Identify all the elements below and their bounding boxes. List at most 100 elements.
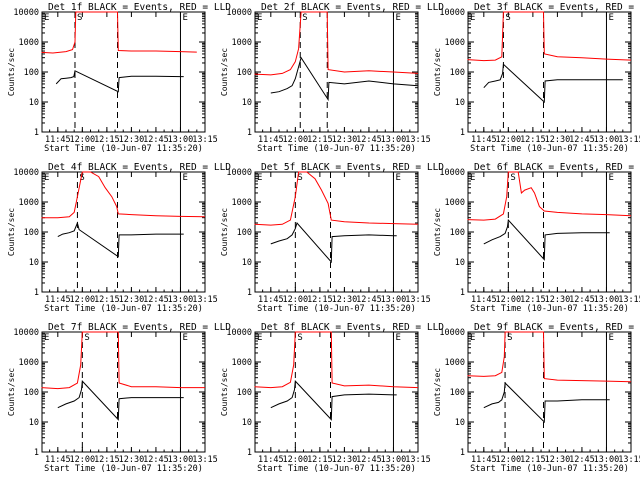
time-marker-label: E [395,333,400,343]
lld-series-line [41,11,197,54]
events-series-line [55,70,184,93]
panel-title: Det 3f BLACK = Events, RED = LLD [474,2,640,13]
y-tick-label: 10000 [439,328,465,338]
x-axis-label: Start Time (10-Jun-07 11:35:20) [44,464,203,474]
x-tick-label: 13:00 [381,135,407,145]
x-tick-label: 12:00 [283,135,309,145]
x-tick-label: 12:00 [283,455,309,465]
y-tick-label: 1 [247,288,252,298]
panel-title: Det 6f BLACK = Events, RED = LLD [474,162,640,173]
x-tick-label: 13:00 [594,455,620,465]
events-series-line [270,221,397,264]
events-series-line [483,63,623,104]
detector-panel-6: Det 6f BLACK = Events, RED = LLD 1 10 100 10… [433,162,640,314]
x-tick-label: 12:30 [545,295,571,305]
x-tick-label: 12:00 [70,295,96,305]
time-marker-label: E [182,333,187,343]
x-tick-label: 13:15 [405,455,431,465]
y-tick-label: 1000 [445,38,465,48]
y-tick-label: 10000 [439,8,465,18]
y-tick-label: 100 [237,228,252,238]
y-axis-label: Counts/sec [433,48,442,96]
events-series-line [270,56,419,102]
time-marker-label: S [297,333,302,343]
x-tick-label: 12:15 [94,135,120,145]
y-tick-label: 1000 [19,198,39,208]
x-tick-label: 11:45 [258,455,284,465]
x-tick-label: 13:15 [405,295,431,305]
y-tick-label: 1000 [445,358,465,368]
x-tick-label: 11:45 [45,295,71,305]
y-tick-label: 1 [34,288,39,298]
y-tick-label: 10 [242,258,252,268]
x-tick-label: 12:45 [569,135,595,145]
y-axis-label: Counts/sec [220,208,229,256]
y-tick-label: 1000 [232,38,252,48]
x-tick-label: 12:45 [356,455,382,465]
x-tick-label: 12:15 [520,295,546,305]
time-marker-label: E [182,13,187,23]
x-tick-label: 12:30 [119,135,145,145]
x-tick-label: 11:45 [258,135,284,145]
lld-series-line [467,331,632,383]
detector-panel-7: Det 7f BLACK = Events, RED = LLD 1 10 100 10… [7,322,231,474]
time-marker-label: E [257,173,262,183]
x-tick-label: 11:45 [471,135,497,145]
x-tick-label: 12:15 [520,455,546,465]
time-marker-label: S [79,173,84,183]
lld-series-line [254,331,419,389]
x-tick-label: 12:15 [94,295,120,305]
x-tick-label: 12:15 [307,135,333,145]
lld-series-line [467,11,632,62]
y-tick-label: 100 [450,228,465,238]
events-series-line [57,221,184,258]
y-axis-label: Counts/sec [433,208,442,256]
x-tick-label: 11:45 [45,455,71,465]
time-marker-label: E [395,173,400,183]
time-marker-label: E [470,173,475,183]
x-tick-label: 12:30 [332,455,358,465]
time-marker-label: S [302,13,307,23]
y-axis-label: Counts/sec [220,368,229,416]
y-axis-label: Counts/sec [7,48,16,96]
time-marker-label: E [182,173,187,183]
x-tick-label: 13:15 [192,455,218,465]
time-marker-label: E [608,333,613,343]
y-tick-label: 1 [34,448,39,458]
panel-title: Det 8f BLACK = Events, RED = LLD [261,322,444,333]
panel-title: Det 7f BLACK = Events, RED = LLD [48,322,231,333]
time-marker-label: E [257,13,262,23]
x-axis-label: Start Time (10-Jun-07 11:35:20) [470,464,629,474]
x-tick-label: 13:00 [168,135,194,145]
x-axis-label: Start Time (10-Jun-07 11:35:20) [257,144,416,154]
x-tick-label: 11:45 [471,455,497,465]
y-axis-label: Counts/sec [7,368,16,416]
y-tick-label: 10000 [13,8,39,18]
x-tick-label: 13:00 [594,295,620,305]
y-tick-label: 10 [29,418,39,428]
lld-series-line [41,171,206,219]
x-tick-label: 12:00 [496,295,522,305]
x-tick-label: 13:00 [381,455,407,465]
y-tick-label: 10 [242,418,252,428]
detector-panel-2: Det 2f BLACK = Events, RED = LLD 1 10 100 10… [220,2,444,154]
y-tick-label: 1 [247,448,252,458]
x-axis-label: Start Time (10-Jun-07 11:35:20) [257,464,416,474]
y-tick-label: 1000 [232,198,252,208]
y-tick-label: 10 [29,258,39,268]
time-marker-label: S [77,13,82,23]
time-marker-label: E [257,333,262,343]
y-tick-label: 100 [237,68,252,78]
y-tick-label: 10 [455,258,465,268]
time-marker-label: S [507,333,512,343]
time-marker-label: E [44,13,49,23]
time-marker-label: E [395,13,400,23]
detector-panel-4: Det 4f BLACK = Events, RED = LLD 1 10 100 10… [7,162,231,314]
time-marker-label: S [505,13,510,23]
detector-panel-9: Det 9f BLACK = Events, RED = LLD 1 10 100 10… [433,322,640,474]
time-marker-label: S [297,173,302,183]
y-tick-label: 1000 [232,358,252,368]
time-marker-label: E [470,333,475,343]
y-tick-label: 1 [247,128,252,138]
